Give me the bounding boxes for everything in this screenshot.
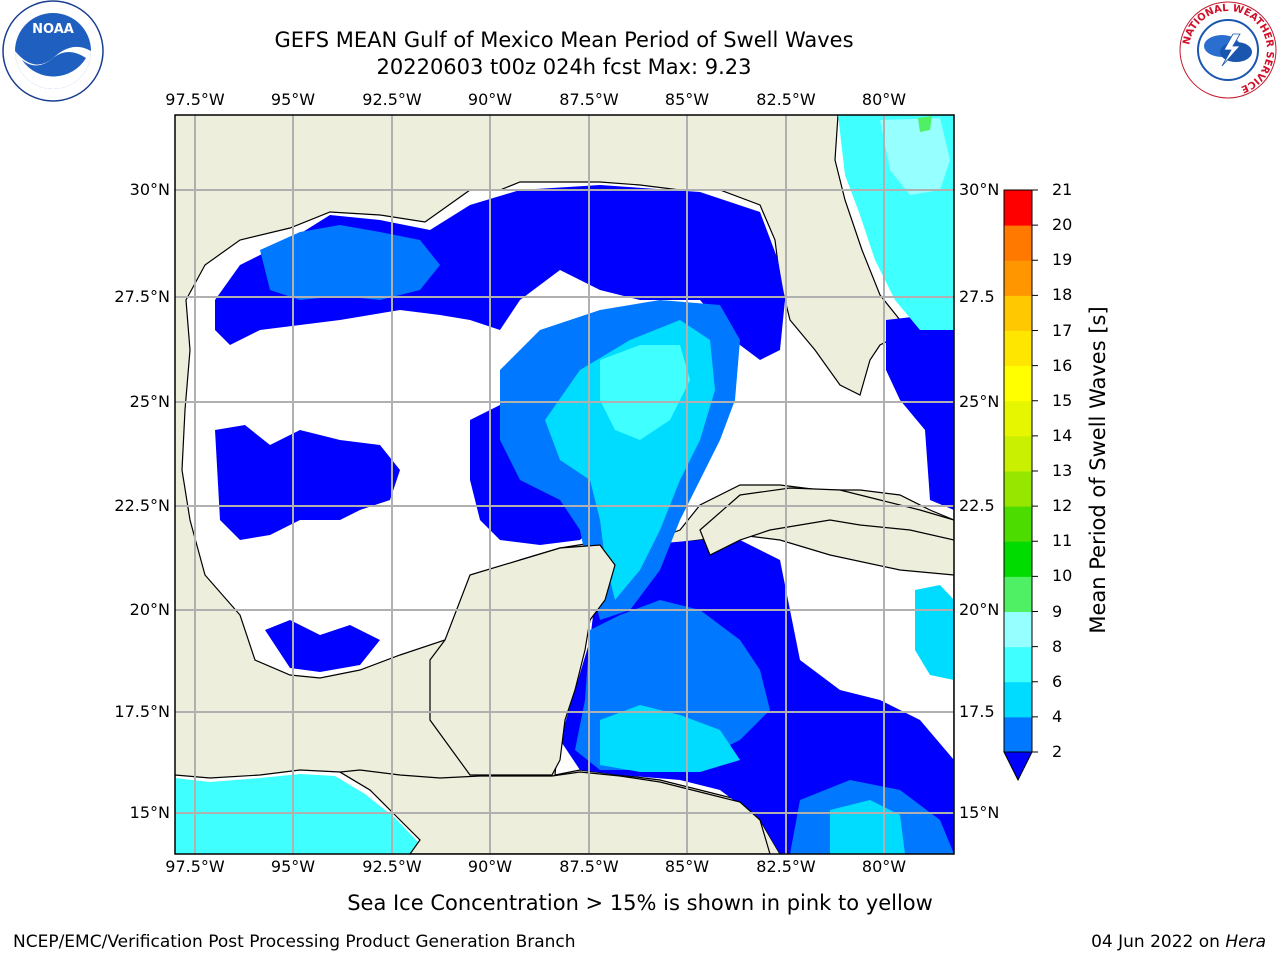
noaa-logo: NOAA xyxy=(2,0,104,102)
colorbar-swatch xyxy=(1004,471,1032,507)
contour-lt2-sw xyxy=(215,425,400,540)
colorbar-tick-label: 21 xyxy=(1052,180,1073,199)
lon-label-top: 82.5°W xyxy=(756,90,816,109)
colorbar-tick-label: 17 xyxy=(1052,320,1073,340)
lat-label-left: 15°N xyxy=(129,803,170,822)
lon-label-top: 85°W xyxy=(664,90,710,109)
contour-4-6-carib xyxy=(600,705,740,772)
colorbar-tick-label: 18 xyxy=(1052,285,1073,305)
lon-label-top: 80°W xyxy=(861,90,907,109)
sea-ice-note: Sea Ice Concentration > 15% is shown in … xyxy=(347,891,933,915)
colorbar-tick-label: 11 xyxy=(1052,531,1073,551)
colorbar-swatch xyxy=(1004,506,1032,542)
colorbar-swatch xyxy=(1004,330,1032,367)
lon-label-bottom: 85°W xyxy=(664,857,710,876)
lat-label-right: 30°N xyxy=(959,180,1000,199)
colorbar-swatch xyxy=(1004,225,1032,261)
lat-label-left: 27.5°N xyxy=(114,287,170,306)
colorbar-tick-label: 16 xyxy=(1052,355,1073,375)
contour-4-6-east xyxy=(915,585,954,680)
swell-contours xyxy=(175,115,954,854)
map-frame xyxy=(174,114,955,855)
colorbar-swatch xyxy=(1004,435,1032,472)
lon-label-bottom: 97.5°W xyxy=(165,857,225,876)
colorbar-tick-label: 13 xyxy=(1052,461,1073,480)
colorbar-swatch xyxy=(1004,260,1032,296)
colorbar-swatch xyxy=(1004,716,1032,753)
lon-label-bottom: 87.5°W xyxy=(559,857,619,876)
lon-label-bottom: 95°W xyxy=(270,857,316,876)
lat-label-right: 27.5 xyxy=(959,287,995,306)
colorbar-swatch xyxy=(1004,295,1032,331)
colorbar-tick-label: 10 xyxy=(1052,566,1073,586)
colorbar-tick-label: 20 xyxy=(1052,215,1073,235)
colorbar-tick-label: 15 xyxy=(1052,390,1073,410)
lon-label-top: 97.5°W xyxy=(165,90,225,109)
lon-label-top: 87.5°W xyxy=(559,90,619,109)
nws-logo: NATIONAL WEATHER SERVICE xyxy=(1179,1,1277,99)
colorbar-tick-label: 12 xyxy=(1052,496,1073,516)
lat-label-left: 25°N xyxy=(129,392,170,411)
colorbar-swatch xyxy=(1004,576,1032,612)
lon-label-top: 90°W xyxy=(467,90,513,109)
contour-2-4-nw xyxy=(260,225,440,300)
colorbar xyxy=(1003,189,1038,782)
footer-date: 04 Jun 2022 on Hera xyxy=(1091,932,1266,952)
lat-label-right: 25°N xyxy=(959,392,1000,411)
lat-label-left: 22.5°N xyxy=(114,496,170,515)
colorbar-label: Mean Period of Swell Waves [s] xyxy=(1086,306,1110,634)
colorbar-swatch xyxy=(1004,365,1032,402)
colorbar-swatch xyxy=(1004,681,1032,718)
contour-9-10-atlantic xyxy=(918,116,932,132)
colorbar-tick-label: 14 xyxy=(1052,425,1073,445)
colorbar-tick-label: 19 xyxy=(1052,250,1073,270)
colorbar-swatch xyxy=(1004,541,1032,577)
land-yucatan xyxy=(429,544,616,776)
lon-label-top: 92.5°W xyxy=(362,90,422,109)
lat-label-right: 15°N xyxy=(959,803,1000,822)
lon-label-bottom: 82.5°W xyxy=(756,857,816,876)
land-cuba xyxy=(699,487,954,556)
lon-label-top: 95°W xyxy=(270,90,316,109)
colorbar-under-arrow xyxy=(1003,751,1033,782)
contour-8-9-atlantic xyxy=(880,118,950,195)
colorbar-tick-label: 9 xyxy=(1052,601,1063,621)
footer-machine: Hera xyxy=(1225,932,1266,952)
footer-credit: NCEP/EMC/Verification Post Processing Pr… xyxy=(13,932,576,952)
lon-label-bottom: 92.5°W xyxy=(362,857,422,876)
chart-title: GEFS MEAN Gulf of Mexico Mean Period of … xyxy=(274,28,854,52)
colorbar-swatch xyxy=(1004,190,1032,226)
lat-label-right: 17.5 xyxy=(959,702,995,721)
colorbar-tick-label: 6 xyxy=(1052,671,1063,691)
contour-lt2-east xyxy=(886,315,954,510)
graticule xyxy=(175,115,954,854)
contour-6-8-center xyxy=(600,345,690,440)
lat-label-left: 20°N xyxy=(129,600,170,619)
footer-date-text: 04 Jun 2022 on xyxy=(1091,932,1220,952)
lat-label-right: 22.5 xyxy=(959,496,995,515)
colorbar-swatch xyxy=(1004,646,1032,683)
colorbar-tick-label: 8 xyxy=(1052,636,1063,656)
lat-label-left: 17.5°N xyxy=(114,702,170,721)
svg-text:NOAA: NOAA xyxy=(32,22,74,37)
colorbar-tick-label: 4 xyxy=(1052,706,1063,726)
colorbar-tick-label: 2 xyxy=(1052,742,1063,761)
lon-label-bottom: 80°W xyxy=(861,857,907,876)
chart-subtitle: 20220603 t00z 024h fcst Max: 9.23 xyxy=(376,55,752,79)
colorbar-swatch xyxy=(1004,400,1032,437)
lat-label-left: 30°N xyxy=(129,180,170,199)
lon-label-bottom: 90°W xyxy=(467,857,513,876)
lat-label-right: 20°N xyxy=(959,600,1000,619)
colorbar-swatch xyxy=(1004,611,1032,648)
